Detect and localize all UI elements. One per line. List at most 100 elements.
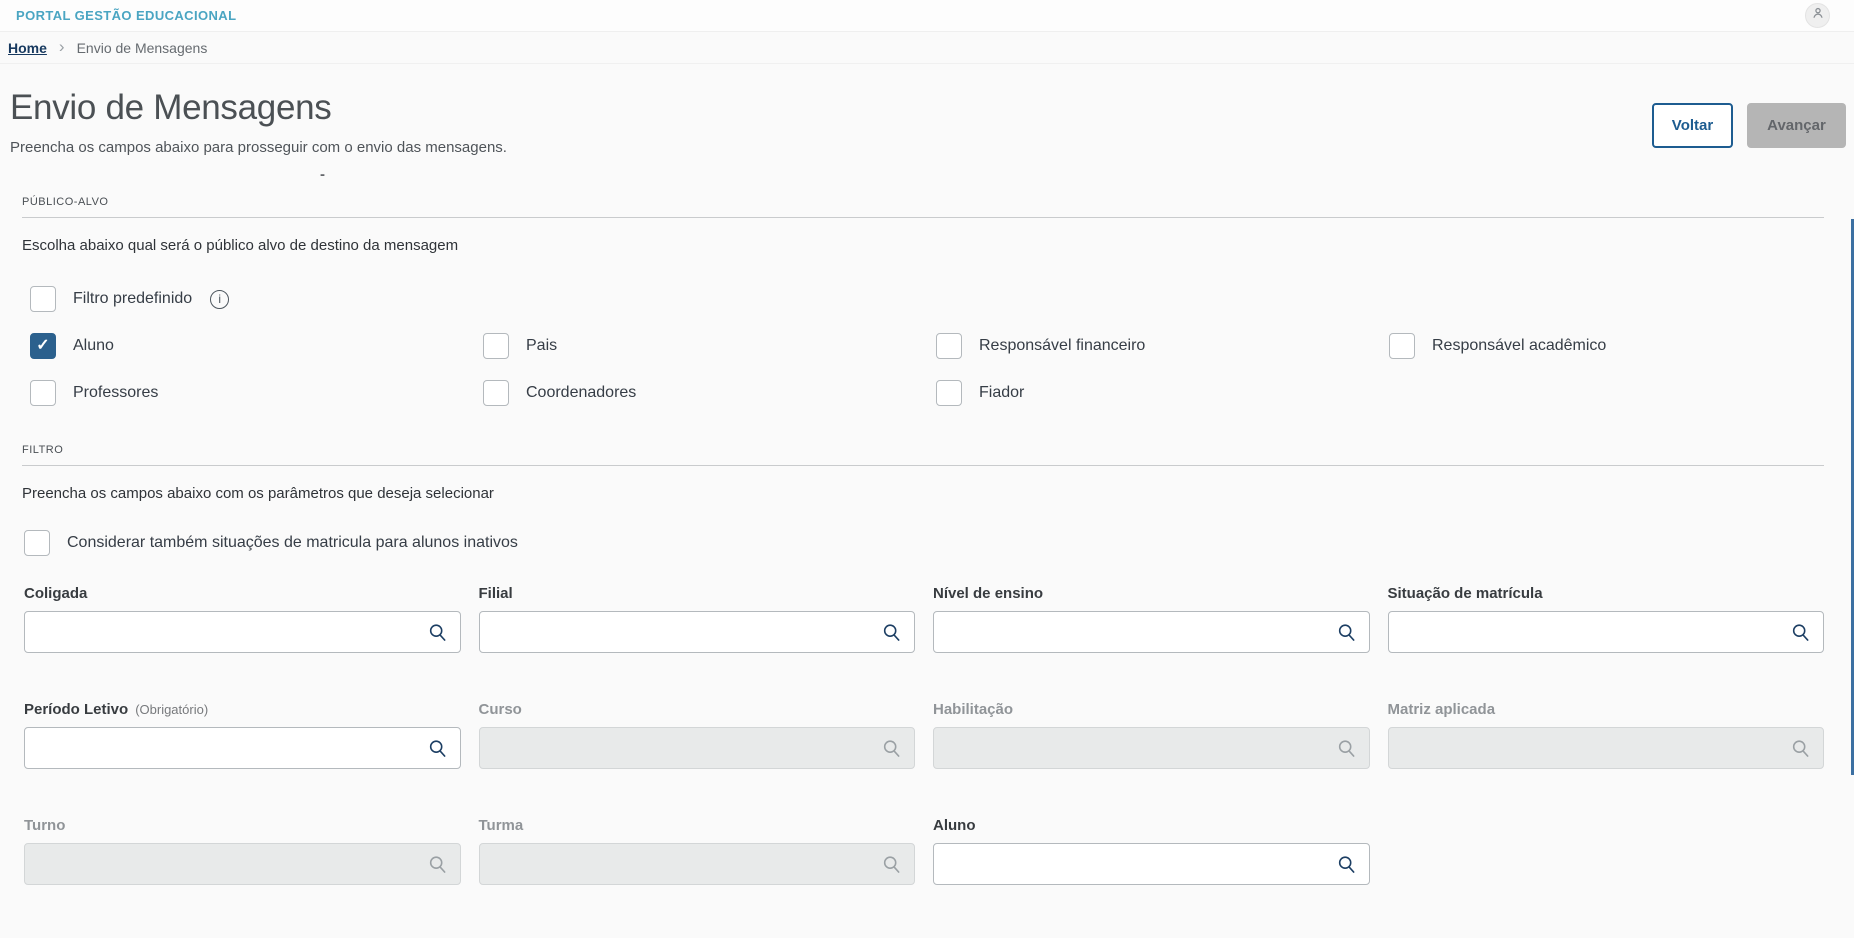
target-audience-section: PÚBLICO-ALVO Escolha abaixo qual será o …	[0, 196, 1854, 406]
checkbox[interactable]	[1389, 333, 1415, 359]
field-input-wrap	[933, 611, 1370, 653]
page-subtitle: Preencha os campos abaixo para prossegui…	[10, 139, 507, 156]
field-label: Habilitação	[933, 701, 1014, 718]
collapse-dash-icon[interactable]: -	[320, 166, 325, 183]
form-field: Situação de matrícula	[1387, 585, 1824, 653]
checkbox-label: Considerar também situações de matricula…	[67, 534, 518, 551]
lookup-input[interactable]	[1387, 611, 1824, 653]
checkbox[interactable]: ✓	[30, 333, 56, 359]
checkbox[interactable]	[936, 380, 962, 406]
checkbox-label: Aluno	[73, 337, 114, 354]
form-field: Período Letivo (Obrigatório)	[24, 701, 461, 769]
section-description: Escolha abaixo qual será o público alvo …	[22, 237, 459, 254]
field-label: Aluno	[933, 817, 976, 834]
top-bar: PORTAL GESTÃO EDUCACIONAL	[0, 0, 1854, 32]
predefined-filter-row: Filtro predefinido i	[30, 286, 1824, 312]
search-icon	[1336, 738, 1357, 759]
info-icon[interactable]: i	[210, 289, 230, 309]
field-label: Situação de matrícula	[1387, 585, 1543, 602]
lookup-input	[933, 727, 1370, 769]
field-label: Nível de ensino	[933, 585, 1044, 602]
vertical-scrollbar-thumb[interactable]	[1851, 219, 1854, 775]
checkbox[interactable]	[483, 380, 509, 406]
field-label-row: Aluno	[933, 817, 1370, 835]
field-label: Matriz aplicada	[1387, 701, 1496, 718]
audience-options-grid: ✓ Aluno Pais Responsável financeiro Resp…	[30, 333, 1824, 406]
section-divider	[22, 217, 1824, 218]
form-field: Filial	[478, 585, 915, 653]
breadcrumb-current: Envio de Mensagens	[76, 39, 208, 56]
chevron-right-icon: ›	[58, 37, 65, 56]
search-icon[interactable]	[881, 622, 902, 643]
search-icon[interactable]	[1790, 622, 1811, 643]
lookup-input	[478, 727, 915, 769]
predefined-filter-checkbox-item[interactable]: Filtro predefinido	[30, 286, 192, 312]
lookup-input[interactable]	[24, 727, 461, 769]
lookup-input[interactable]	[933, 611, 1370, 653]
search-icon[interactable]	[1336, 622, 1357, 643]
search-icon[interactable]	[1336, 854, 1357, 875]
checkbox[interactable]	[30, 380, 56, 406]
lookup-input	[24, 843, 461, 885]
lookup-input	[478, 843, 915, 885]
search-icon	[1790, 738, 1811, 759]
filter-fields-grid: Coligada Filial Níve	[24, 585, 1824, 885]
checkbox[interactable]	[483, 333, 509, 359]
audience-checkbox-item[interactable]: Pais	[483, 333, 918, 359]
form-field: Coligada	[24, 585, 461, 653]
inactive-students-row: Considerar também situações de matricula…	[24, 530, 1824, 561]
field-label-row: Turma	[479, 817, 916, 835]
audience-checkbox-item[interactable]: ✓ Aluno	[30, 333, 465, 359]
section-divider	[22, 465, 1824, 466]
field-input-wrap	[933, 727, 1370, 769]
field-label: Turma	[478, 817, 524, 834]
search-icon	[881, 738, 902, 759]
search-icon	[427, 854, 448, 875]
checkbox[interactable]	[936, 333, 962, 359]
field-input-wrap	[1387, 611, 1824, 653]
lookup-input[interactable]	[478, 611, 915, 653]
breadcrumb-home-link[interactable]: Home	[8, 39, 47, 56]
audience-checkbox-item[interactable]: Coordenadores	[483, 380, 918, 406]
field-required-hint: (Obrigatório)	[135, 702, 209, 717]
search-icon	[881, 854, 902, 875]
form-field: Curso	[478, 701, 916, 769]
user-avatar[interactable]	[1805, 3, 1830, 28]
back-button[interactable]: Voltar	[1652, 103, 1733, 148]
checkbox-label: Responsável financeiro	[979, 337, 1146, 354]
audience-checkbox-item[interactable]: Professores	[30, 380, 465, 406]
checkbox-label: Pais	[526, 337, 558, 354]
field-input-wrap	[478, 611, 915, 653]
lookup-input[interactable]	[933, 843, 1370, 885]
forward-button: Avançar	[1747, 103, 1846, 148]
portal-title: PORTAL GESTÃO EDUCACIONAL	[16, 8, 237, 23]
audience-checkbox-item[interactable]: Fiador	[936, 380, 1371, 406]
field-label-row: Período Letivo (Obrigatório)	[24, 701, 461, 719]
user-icon	[1811, 6, 1825, 25]
checkbox-label: Fiador	[979, 384, 1025, 401]
audience-checkbox-item[interactable]: Responsável financeiro	[936, 333, 1371, 359]
checkbox[interactable]	[30, 286, 56, 312]
search-icon[interactable]	[427, 738, 448, 759]
form-field: Turno	[24, 817, 461, 885]
field-input-wrap	[24, 843, 461, 885]
field-input-wrap	[24, 727, 461, 769]
lookup-input[interactable]	[24, 611, 461, 653]
form-field: Nível de ensino	[933, 585, 1370, 653]
field-label-row: Turno	[24, 817, 461, 835]
checkmark-icon: ✓	[36, 337, 50, 354]
filter-section: FILTRO Preencha os campos abaixo com os …	[0, 444, 1854, 885]
form-field: Turma	[478, 817, 916, 885]
lookup-input	[1387, 727, 1824, 769]
form-field: Aluno	[933, 817, 1370, 885]
field-input-wrap	[933, 843, 1370, 885]
inactive-students-checkbox-item[interactable]: Considerar também situações de matricula…	[24, 530, 518, 556]
field-label: Filial	[478, 585, 513, 602]
field-label-row: Curso	[479, 701, 916, 719]
field-label-row: Matriz aplicada	[1388, 701, 1825, 719]
checkbox[interactable]	[24, 530, 50, 556]
checkbox-label: Professores	[73, 384, 159, 401]
audience-checkbox-item[interactable]: Responsável acadêmico	[1389, 333, 1824, 359]
search-icon[interactable]	[427, 622, 448, 643]
field-label-row: Habilitação	[933, 701, 1370, 719]
